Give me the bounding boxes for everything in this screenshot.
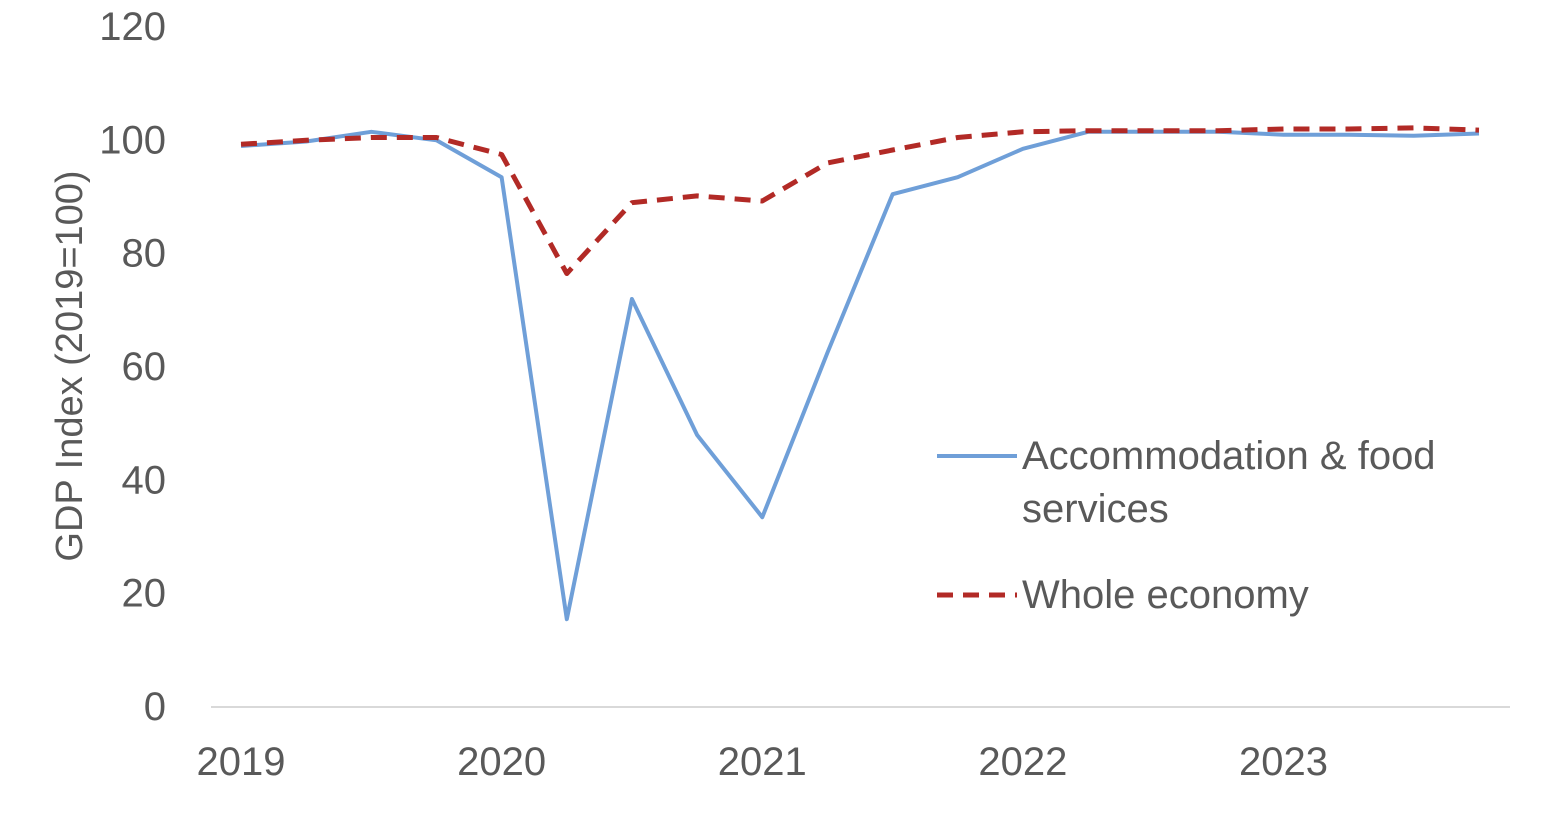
y-tick-label: 40 bbox=[122, 458, 167, 502]
x-tick-label: 2020 bbox=[457, 740, 546, 784]
series-line-accommodation bbox=[240, 129, 1480, 622]
x-tick-label: 2021 bbox=[718, 740, 807, 784]
legend: Accommodation & food services Whole econ… bbox=[937, 434, 1447, 617]
series-group bbox=[240, 125, 1480, 622]
y-axis-tick-labels: 0 20 40 60 80 100 120 bbox=[99, 5, 166, 729]
x-tick-label: 2022 bbox=[978, 740, 1067, 784]
y-axis-label: GDP Index (2019=100) bbox=[49, 170, 91, 561]
legend-label-accommodation: Accommodation & food services bbox=[1022, 434, 1447, 531]
y-tick-label: 60 bbox=[122, 345, 167, 389]
legend-label-accommodation-line2: services bbox=[1022, 487, 1169, 531]
series-line-whole-economy bbox=[240, 125, 1480, 276]
y-tick-label: 20 bbox=[122, 572, 167, 616]
y-tick-label: 100 bbox=[99, 118, 166, 162]
y-tick-label: 0 bbox=[144, 685, 166, 729]
y-tick-label: 120 bbox=[99, 5, 166, 49]
legend-label-whole-economy: Whole economy bbox=[1022, 573, 1309, 617]
x-tick-label: 2019 bbox=[197, 740, 286, 784]
x-tick-label: 2023 bbox=[1239, 740, 1328, 784]
x-axis-tick-labels: 2019 2020 2021 2022 2023 bbox=[197, 740, 1329, 784]
legend-label-accommodation-line1: Accommodation & food bbox=[1022, 434, 1436, 478]
y-tick-label: 80 bbox=[122, 232, 167, 276]
